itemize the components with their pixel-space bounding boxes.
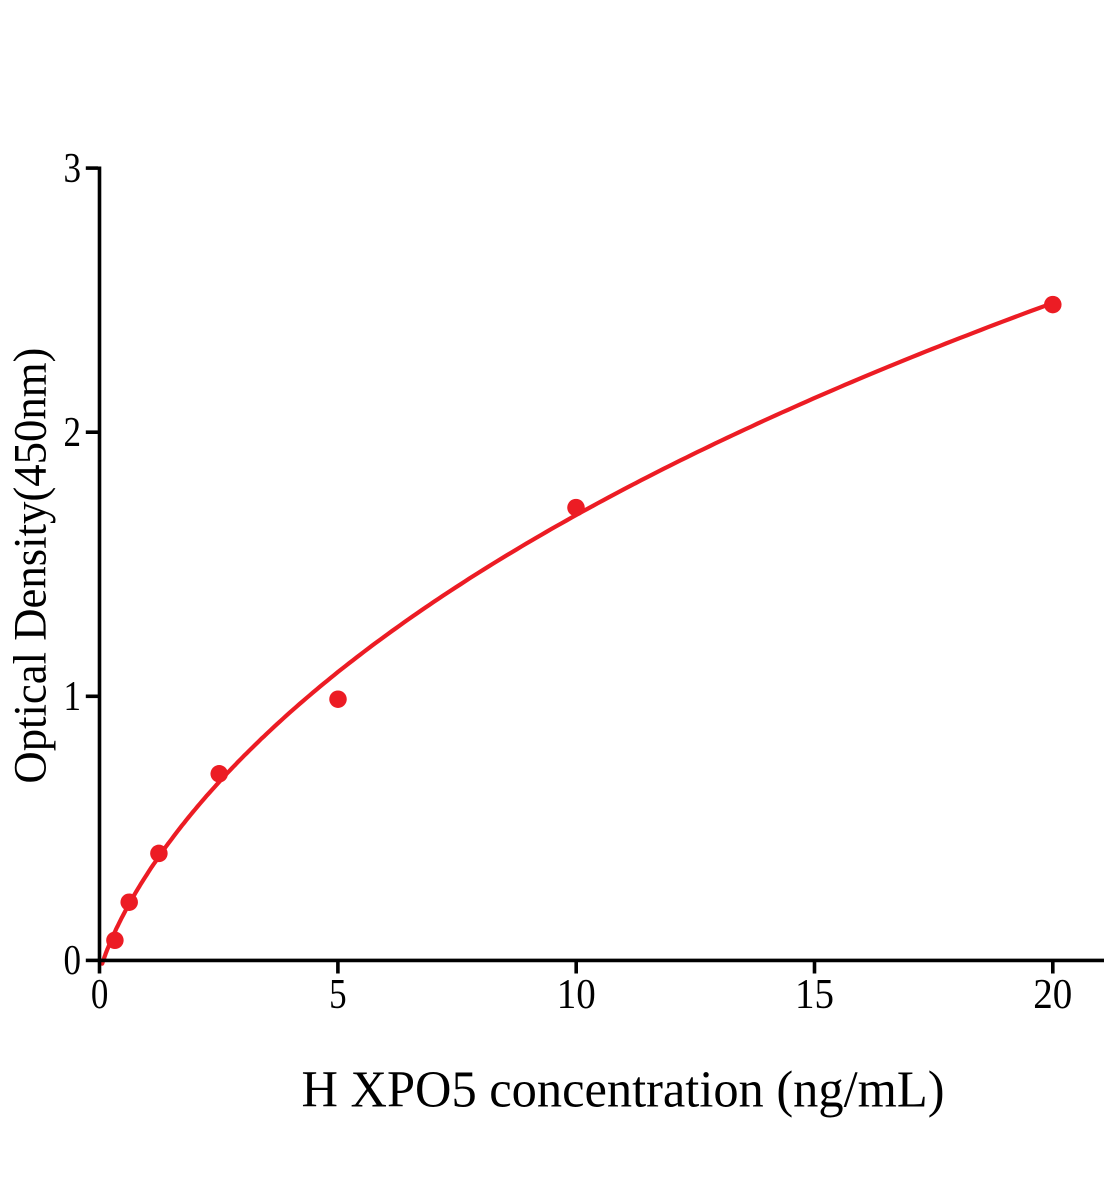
svg-text:1: 1 [64, 674, 82, 720]
svg-text:10: 10 [557, 972, 596, 1018]
svg-text:5: 5 [329, 972, 347, 1018]
svg-text:2: 2 [64, 410, 82, 456]
svg-text:0: 0 [91, 972, 109, 1018]
svg-text:3: 3 [64, 146, 82, 192]
svg-text:H XPO5 concentration (ng/mL): H XPO5 concentration (ng/mL) [302, 1062, 945, 1119]
svg-text:0: 0 [64, 938, 82, 984]
svg-text:15: 15 [795, 972, 834, 1018]
svg-text:20: 20 [1033, 972, 1072, 1018]
svg-text:Optical Density(450nm): Optical Density(450nm) [5, 348, 57, 784]
